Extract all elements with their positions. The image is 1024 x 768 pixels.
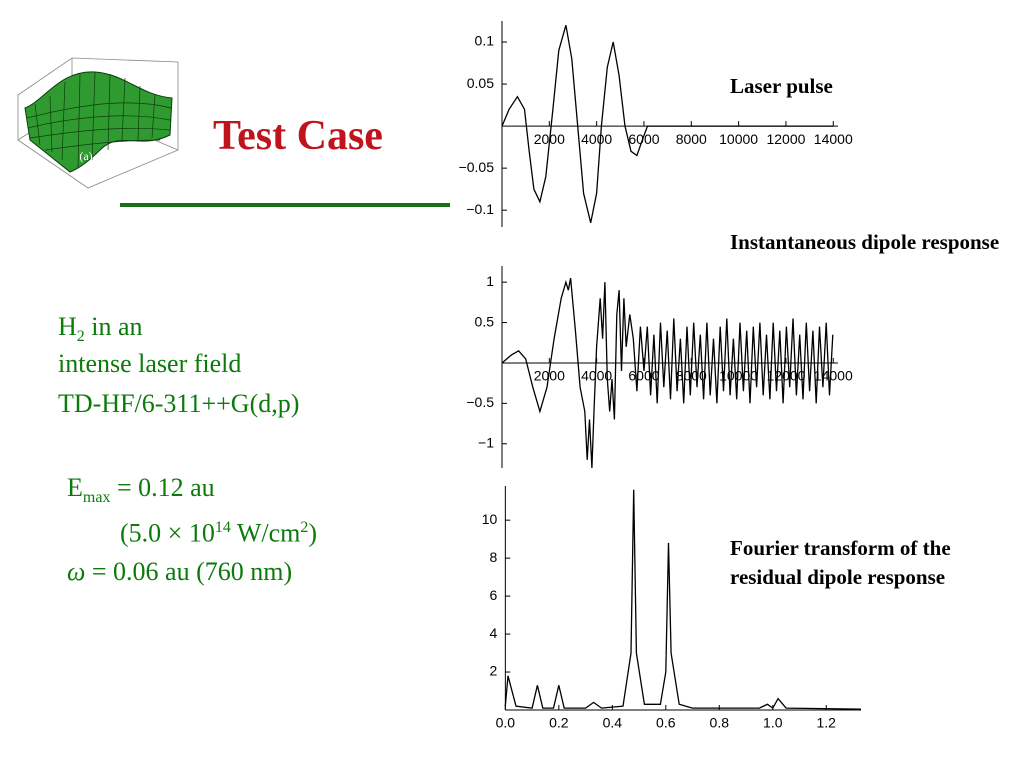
x-tick-label: 12000	[766, 131, 805, 147]
x-tick-label: 0.8	[710, 715, 730, 731]
x-tick-label: 14000	[814, 368, 853, 384]
x-tick-label: 2000	[534, 368, 565, 384]
text: in an	[84, 312, 143, 341]
caption: Laser pulse	[730, 74, 833, 98]
x-tick-label: 14000	[814, 131, 853, 147]
figure-label: (a)	[79, 149, 92, 163]
y-tick-label: 10	[482, 511, 498, 527]
text: )	[308, 518, 318, 548]
surface-plot: (a)	[17, 57, 179, 189]
y-tick-label: 4	[490, 625, 498, 641]
text: 2	[76, 328, 85, 346]
body-line: intense laser field	[58, 349, 242, 378]
y-tick-label: 0.1	[475, 33, 495, 49]
x-tick-label: 4000	[581, 368, 612, 384]
x-tick-label: 6000	[628, 131, 659, 147]
caption: Instantaneous dipole response	[730, 230, 1000, 254]
x-tick-label: 1.2	[817, 715, 837, 731]
x-tick-label: 0.6	[656, 715, 676, 731]
y-tick-label: −0.5	[466, 394, 494, 410]
y-tick-label: 8	[490, 549, 498, 565]
body-line: H2 in an	[58, 312, 143, 352]
caption: Fourier transform of the residual dipole…	[730, 536, 951, 589]
y-tick-label: 0.5	[475, 313, 495, 329]
y-tick-label: 2	[490, 663, 498, 679]
text: H	[58, 312, 77, 341]
data-line	[501, 25, 834, 223]
text: ω	[67, 557, 86, 586]
y-tick-label: −0.1	[466, 201, 494, 217]
text: 14	[214, 519, 231, 536]
x-tick-label: 0.2	[549, 715, 569, 731]
data-line	[504, 489, 862, 710]
y-tick-label: 0.05	[467, 75, 494, 91]
slide-title: Test Case	[213, 113, 383, 159]
x-tick-label: 8000	[676, 131, 707, 147]
text: = 0.12 au	[110, 473, 215, 502]
body-line: TD-HF/6-311++G(d,p)	[58, 389, 300, 418]
body-line: ω = 0.06 au (760 nm)	[67, 557, 292, 587]
text: (5.0 × 10	[120, 518, 215, 548]
y-tick-label: −0.05	[459, 159, 495, 175]
text: max	[82, 489, 111, 507]
data-line	[501, 277, 834, 469]
text: 2	[300, 519, 309, 536]
text: W/cm	[230, 518, 301, 548]
x-tick-label: 4000	[581, 131, 612, 147]
text: E	[67, 473, 83, 502]
x-tick-label: 0.4	[603, 715, 623, 731]
body-line: (5.0 × 1014 W/cm2)	[120, 513, 317, 549]
x-tick-label: 1.0	[763, 715, 783, 731]
text: = 0.06 au (760 nm)	[85, 557, 293, 586]
body-line: Emax = 0.12 au	[67, 473, 215, 513]
y-tick-label: 1	[486, 273, 494, 289]
x-tick-label: 10000	[719, 131, 758, 147]
y-tick-label: −1	[478, 434, 494, 450]
x-tick-label: 0.0	[496, 715, 516, 731]
x-tick-label: 12000	[766, 368, 805, 384]
y-tick-label: 6	[490, 587, 498, 603]
